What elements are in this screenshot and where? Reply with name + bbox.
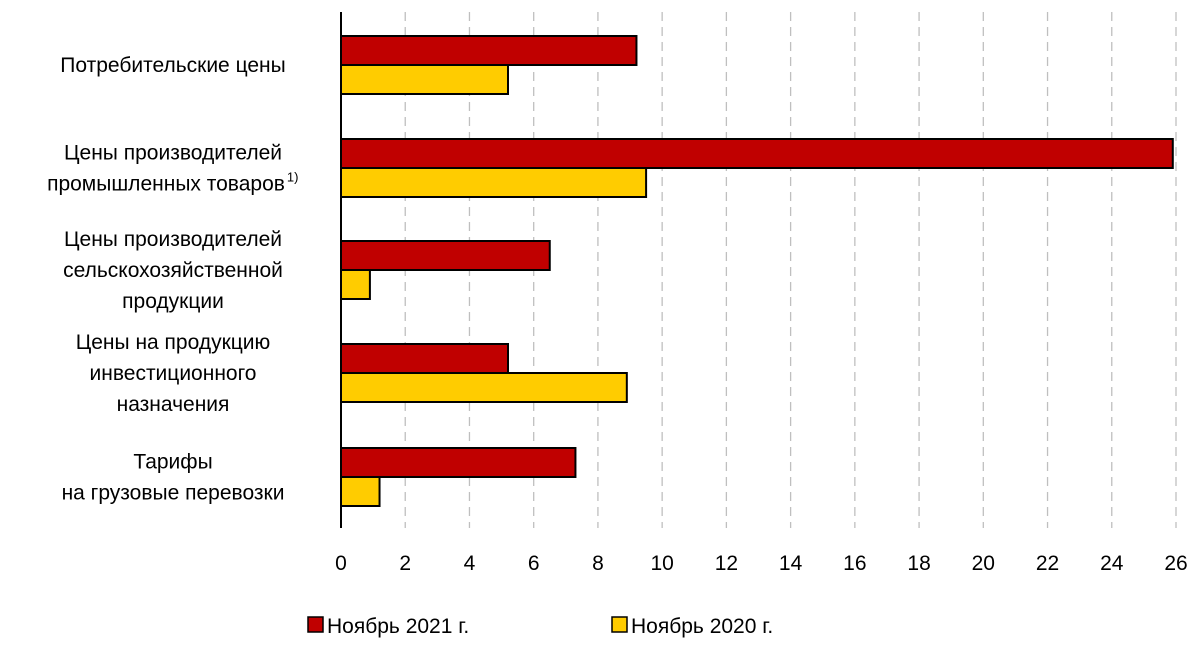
bar <box>340 372 628 403</box>
category-label: Цены на продукцию <box>76 331 271 354</box>
x-axis-ticks: 0 2 4 6 8 10 12 14 16 18 20 22 24 26 <box>335 552 1188 575</box>
category-label: Тарифы <box>133 451 212 474</box>
bars <box>340 35 1174 507</box>
x-tick-label: 6 <box>528 552 540 575</box>
bar <box>340 64 509 95</box>
bar <box>340 35 638 66</box>
legend-label: Ноябрь 2021 г. <box>327 615 469 638</box>
category-label: на грузовые перевозки <box>62 482 285 505</box>
category-footnote: 1) <box>287 170 299 185</box>
x-tick-label: 10 <box>650 552 673 575</box>
legend: Ноябрь 2021 г. Ноябрь 2020 г. <box>307 615 773 638</box>
category-label: назначения <box>117 393 230 416</box>
x-tick-label: 14 <box>779 552 803 575</box>
x-tick-label: 26 <box>1164 552 1187 575</box>
x-tick-label: 22 <box>1036 552 1059 575</box>
x-tick-label: 18 <box>907 552 930 575</box>
bar <box>340 476 381 507</box>
x-tick-label: 0 <box>335 552 347 575</box>
bar <box>340 138 1174 169</box>
category-label: инвестиционного <box>90 362 257 385</box>
x-tick-label: 24 <box>1100 552 1124 575</box>
x-tick-label: 4 <box>464 552 476 575</box>
x-tick-label: 20 <box>972 552 995 575</box>
x-tick-label: 16 <box>843 552 866 575</box>
x-tick-label: 2 <box>399 552 411 575</box>
category-label: сельскохозяйственной <box>63 259 283 282</box>
bar <box>340 167 648 198</box>
category-label: Цены производителей <box>64 228 282 251</box>
legend-label: Ноябрь 2020 г. <box>631 615 773 638</box>
bar <box>340 343 509 374</box>
category-label: Потребительские цены <box>60 54 285 77</box>
category-label: промышленных товаров <box>47 173 285 196</box>
bar <box>340 447 577 478</box>
x-tick-label: 8 <box>592 552 604 575</box>
category-label: продукции <box>122 290 224 313</box>
bar <box>340 269 371 300</box>
category-label: Цены производителей <box>64 142 282 165</box>
legend-swatch <box>611 616 628 633</box>
legend-swatch <box>307 616 324 633</box>
x-tick-label: 12 <box>715 552 738 575</box>
bar <box>340 240 551 271</box>
category-labels: Потребительские цены Цены производителей п… <box>47 54 298 505</box>
